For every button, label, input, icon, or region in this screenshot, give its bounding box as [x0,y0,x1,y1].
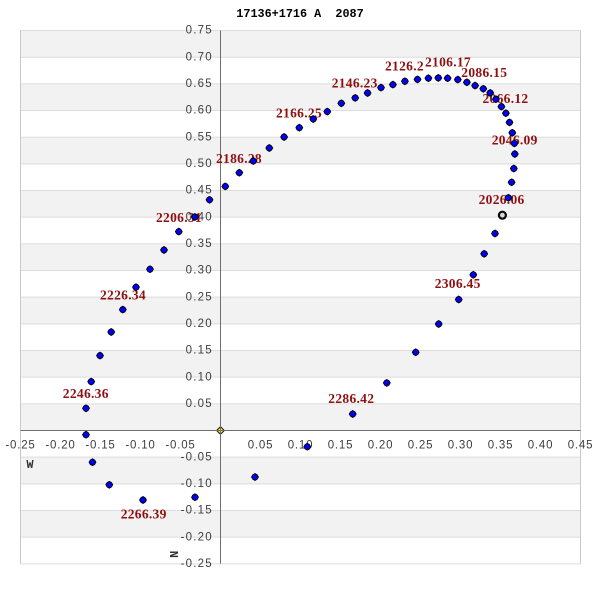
svg-text:0.35: 0.35 [186,238,213,250]
svg-text:2066.12: 2066.12 [483,91,529,106]
svg-text:0.65: 0.65 [186,78,213,90]
svg-text:0.05: 0.05 [248,439,274,451]
svg-text:-0.25: -0.25 [181,558,213,570]
svg-text:0.05: 0.05 [186,398,213,410]
svg-text:0.50: 0.50 [186,158,213,170]
svg-text:2246.36: 2246.36 [63,386,109,401]
svg-text:0.45: 0.45 [568,439,594,451]
svg-text:2106.17: 2106.17 [425,55,471,70]
svg-text:2126.2: 2126.2 [385,59,424,74]
svg-text:0.10: 0.10 [186,371,213,383]
svg-text:N: N [168,551,182,558]
svg-text:2306.45: 2306.45 [435,276,481,291]
svg-text:2146.23: 2146.23 [332,76,378,91]
svg-text:2086.15: 2086.15 [461,65,507,80]
svg-text:2266.39: 2266.39 [121,507,167,522]
svg-text:W: W [26,458,34,472]
svg-text:0.20: 0.20 [368,439,394,451]
svg-text:-0.10: -0.10 [125,439,155,451]
svg-text:-0.05: -0.05 [165,439,195,451]
svg-text:0.75: 0.75 [186,25,213,37]
svg-text:2206.31: 2206.31 [156,210,202,225]
svg-text:0.70: 0.70 [186,51,213,63]
svg-text:0.30: 0.30 [448,439,474,451]
svg-text:0.35: 0.35 [488,439,514,451]
svg-text:-0.25: -0.25 [5,439,35,451]
svg-text:-0.10: -0.10 [181,478,213,490]
svg-text:0.60: 0.60 [186,105,213,117]
svg-text:2226.34: 2226.34 [100,287,146,302]
svg-text:-0.15: -0.15 [181,505,213,517]
svg-text:2166.25: 2166.25 [276,106,322,121]
svg-text:0.25: 0.25 [408,439,434,451]
svg-text:0.55: 0.55 [186,131,213,143]
svg-text:17136+1716 A 2087: 17136+1716 A 2087 [236,7,363,21]
svg-text:0.40: 0.40 [528,439,554,451]
svg-text:0.25: 0.25 [186,291,213,303]
svg-text:2286.42: 2286.42 [328,391,374,406]
svg-text:-0.15: -0.15 [85,439,115,451]
svg-text:-0.20: -0.20 [181,531,213,543]
svg-text:2026.06: 2026.06 [479,192,525,207]
svg-text:0.15: 0.15 [328,439,354,451]
svg-text:0.45: 0.45 [186,185,213,197]
svg-text:0.15: 0.15 [186,345,213,357]
svg-text:-0.20: -0.20 [45,439,75,451]
svg-text:0.20: 0.20 [186,318,213,330]
svg-text:0.30: 0.30 [186,265,213,277]
svg-text:-0.05: -0.05 [181,451,213,463]
